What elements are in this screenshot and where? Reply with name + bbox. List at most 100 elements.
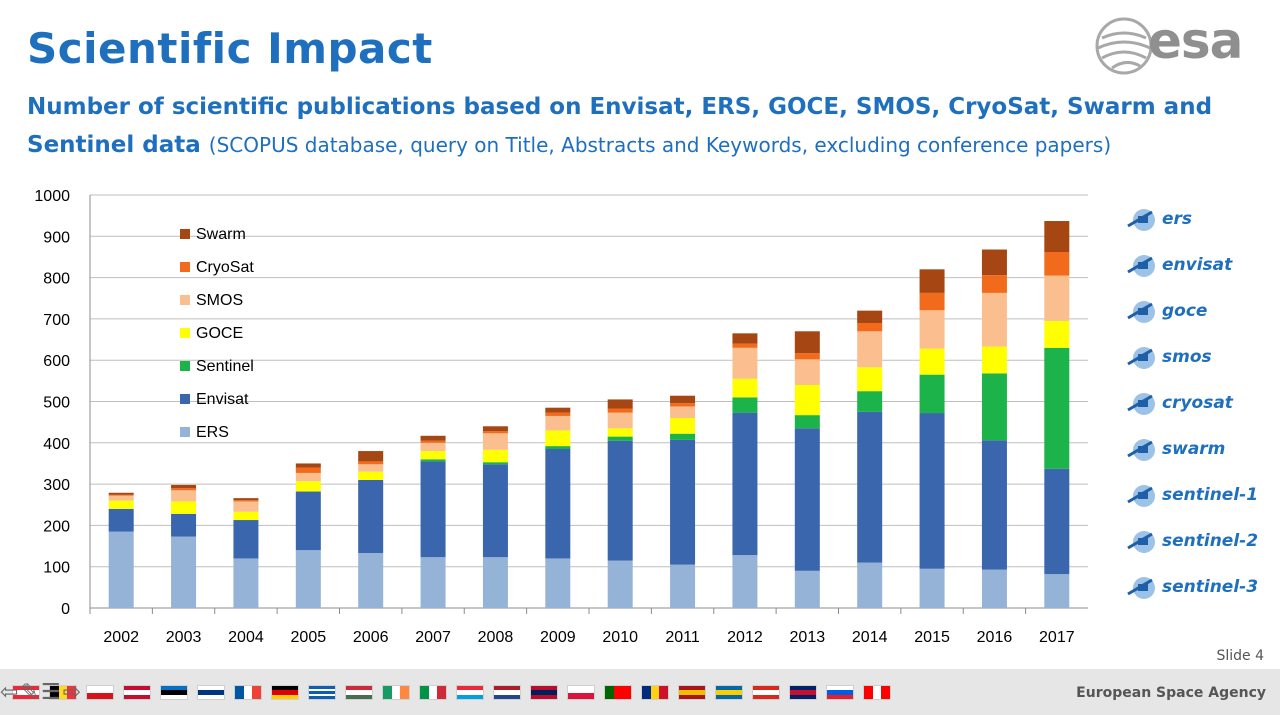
bar-segment-ers-2006 [358, 553, 384, 608]
bar-segment-goce-2005 [295, 481, 321, 492]
mission-name: envisat [1162, 255, 1233, 275]
bar-segment-ers-2002 [108, 531, 134, 608]
y-tick-label: 300 [43, 477, 70, 494]
flag-icon-france [234, 685, 262, 700]
flag-icon-portugal [604, 685, 632, 700]
bar-segment-ers-2017 [1044, 574, 1070, 608]
bar-segment-cryosat-2016 [981, 275, 1007, 293]
bar-segment-smos-2011 [670, 406, 696, 419]
bar-segment-smos-2007 [420, 442, 446, 452]
bar-segment-sentinel-2010 [607, 436, 633, 441]
legend-swatch-sentinel [180, 361, 190, 371]
bar-segment-envisat-2013 [794, 428, 820, 571]
mission-logo-goce: goce [1124, 288, 1274, 334]
bar-segment-swarm-2002 [108, 492, 134, 495]
subtitle-note: (SCOPUS database, query on Title, Abstra… [208, 133, 1112, 157]
satellite-icon [1127, 347, 1155, 369]
y-tick-label: 0 [61, 601, 70, 618]
bar-segment-envisat-2014 [857, 411, 883, 563]
bar-segment-envisat-2005 [295, 491, 321, 551]
bar-segment-smos-2014 [857, 331, 883, 368]
bar-segment-sentinel-2012 [732, 397, 758, 413]
x-tick-label: 2010 [602, 629, 638, 646]
satellite-icon [1127, 531, 1155, 553]
mission-name: goce [1162, 301, 1208, 321]
bar-segment-swarm-2007 [420, 435, 446, 441]
bar-segment-ers-2004 [233, 558, 259, 608]
y-tick-label: 500 [43, 395, 70, 412]
slide-number: Slide 4 [1216, 648, 1264, 664]
flag-icon-spain [678, 685, 706, 700]
flag-icon-poland [567, 685, 595, 700]
bar-segment-goce-2006 [358, 471, 384, 480]
x-tick-label: 2014 [852, 629, 888, 646]
bar-segment-cryosat-2011 [670, 403, 696, 407]
next-slide-icon[interactable]: ⇨ [62, 680, 82, 705]
publications-stacked-bar-chart: 0 100 200 300 400 500 600 700 800 900 1000 2002 2003… [34, 188, 1088, 646]
bar-segment-cryosat-2003 [171, 488, 197, 491]
mission-logo-cryosat: cryosat [1124, 380, 1274, 426]
bar-segment-smos-2012 [732, 347, 758, 379]
y-tick-label: 400 [43, 436, 70, 453]
page-title: Scientific Impact [27, 24, 433, 73]
bar-segment-goce-2010 [607, 428, 633, 437]
bar-segment-swarm-2005 [295, 463, 321, 468]
flag-icon-austria [12, 685, 40, 700]
flag-icon-slovenia [826, 685, 854, 700]
flag-icon-germany [271, 685, 299, 700]
flag-icon-switzerland [752, 685, 780, 700]
bar-segment-sentinel-2015 [919, 374, 945, 414]
bar-segment-sentinel-2009 [545, 446, 571, 449]
flag-icon-norway [530, 685, 558, 700]
legend-swatch-goce [180, 328, 190, 338]
x-tick-label: 2015 [914, 629, 950, 646]
legend-swatch-ers [180, 427, 190, 437]
legend-label-goce: GOCE [196, 325, 243, 342]
pen-icon[interactable]: ✎ [20, 680, 39, 705]
bar-segment-smos-2006 [358, 464, 384, 472]
bar-segment-cryosat-2008 [482, 431, 508, 434]
bar-segment-smos-2010 [607, 412, 633, 429]
bar-segment-cryosat-2005 [295, 467, 321, 473]
x-tick-label: 2013 [790, 629, 826, 646]
bar-segment-sentinel-2013 [794, 415, 820, 429]
legend-swatch-swarm [180, 229, 190, 239]
x-tick-label: 2008 [478, 629, 514, 646]
bar-segment-envisat-2016 [981, 440, 1007, 570]
prev-slide-icon[interactable]: ⇦ [0, 680, 19, 705]
bar-segment-envisat-2008 [482, 464, 508, 558]
bar-segment-cryosat-2004 [233, 500, 259, 502]
satellite-icon [1127, 485, 1155, 507]
x-tick-label: 2016 [977, 629, 1013, 646]
bar-segment-cryosat-2014 [857, 323, 883, 332]
bar-segment-ers-2007 [420, 557, 446, 608]
bar-segment-sentinel-2008 [482, 462, 508, 465]
legend-label-swarm: Swarm [196, 226, 246, 243]
x-tick-label: 2003 [166, 629, 202, 646]
bar-segment-smos-2008 [482, 433, 508, 450]
bar-segment-cryosat-2009 [545, 412, 571, 416]
bar-segment-envisat-2015 [919, 413, 945, 569]
bar-segment-swarm-2003 [171, 484, 197, 489]
bar-segment-envisat-2010 [607, 440, 633, 561]
y-tick-label: 800 [43, 271, 70, 288]
bar-segment-swarm-2004 [233, 498, 259, 501]
footer-bar: European Space Agency [0, 669, 1280, 715]
menu-icon[interactable]: ☰ [40, 680, 61, 705]
x-tick-label: 2002 [103, 629, 139, 646]
bar-segment-smos-2017 [1044, 275, 1070, 321]
bar-segment-ers-2008 [482, 557, 508, 608]
flag-icon-hungary [345, 685, 373, 700]
bar-segment-smos-2013 [794, 359, 820, 385]
x-tick-label: 2004 [228, 629, 264, 646]
bar-segment-ers-2005 [295, 550, 321, 608]
bar-segment-smos-2002 [108, 495, 134, 501]
flag-icon-czech-republic [86, 685, 114, 700]
bar-segment-sentinel-2017 [1044, 347, 1070, 469]
bar-segment-smos-2016 [981, 292, 1007, 347]
bar-segment-swarm-2010 [607, 399, 633, 409]
bar-segment-sentinel-2016 [981, 373, 1007, 441]
bar-segment-swarm-2016 [981, 249, 1007, 276]
bar-segment-smos-2004 [233, 501, 259, 512]
bar-segment-envisat-2017 [1044, 468, 1070, 575]
